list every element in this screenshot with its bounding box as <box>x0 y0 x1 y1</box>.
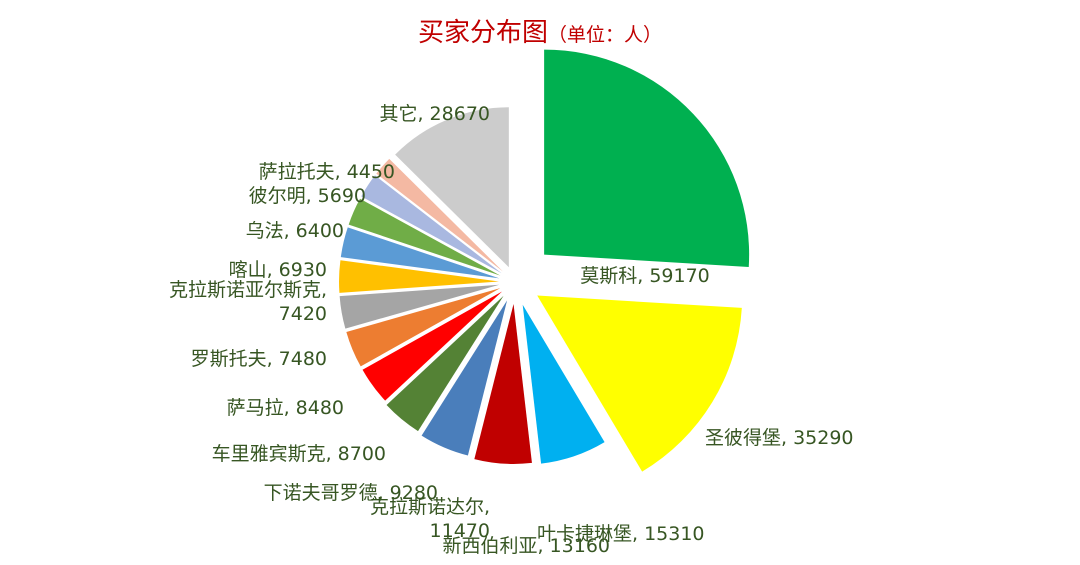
slice-喀山-wedge <box>340 227 500 279</box>
slice-其它-label: 其它, 28670 <box>379 103 490 125</box>
slice-克拉斯诺达尔-label: 克拉斯诺达尔, 11470 <box>370 496 490 542</box>
chart-title-block: 买家分布图（单位：人） <box>0 12 1080 49</box>
slice-圣彼得堡-label: 圣彼得堡, 35290 <box>705 427 854 449</box>
slice-下诺夫哥罗德-label: 下诺夫哥罗德, 9280 <box>264 482 438 504</box>
slice-莫斯科-wedge <box>544 49 750 267</box>
slice-其它-wedge <box>395 107 509 268</box>
slice-下诺夫哥罗德-wedge <box>386 295 504 432</box>
slice-车里雅宾斯克-wedge <box>362 291 503 401</box>
slice-喀山-label: 喀山, 6930 <box>229 259 327 281</box>
slice-罗斯托夫-label: 罗斯托夫, 7480 <box>191 348 327 370</box>
slice-克拉斯诺达尔-wedge <box>421 300 508 456</box>
slice-车里雅宾斯克-label: 车里雅宾斯克, 8700 <box>212 443 386 465</box>
slice-叶卡捷琳堡-wedge <box>522 304 605 464</box>
slice-叶卡捷琳堡-label: 叶卡捷琳堡, 15310 <box>537 523 705 545</box>
slice-乌法-label: 乌法, 6400 <box>246 220 344 242</box>
slice-克拉斯诺亚尔斯克-label-value: 7420 <box>279 303 327 325</box>
slice-萨拉托夫-wedge <box>376 158 503 272</box>
slice-乌法-wedge <box>348 198 501 276</box>
chart-subtitle: （单位：人） <box>548 24 663 46</box>
slice-圣彼得堡-wedge <box>537 295 742 472</box>
slice-莫斯科-label: 莫斯科, 59170 <box>580 265 710 287</box>
slice-彼尔明-label: 彼尔明, 5690 <box>249 185 366 207</box>
slice-克拉斯诺亚尔斯克-label-name: 克拉斯诺亚尔斯克, <box>169 279 327 301</box>
slice-克拉斯诺亚尔斯克-wedge <box>339 260 500 293</box>
slice-克拉斯诺达尔-label-name: 克拉斯诺达尔, <box>370 496 490 518</box>
slice-克拉斯诺达尔-label-value: 11470 <box>430 520 490 542</box>
slice-彼尔明-wedge <box>361 175 502 274</box>
slice-罗斯托夫-wedge <box>339 284 500 329</box>
slice-克拉斯诺亚尔斯克-label: 克拉斯诺亚尔斯克, 7420 <box>169 279 327 325</box>
slice-萨马拉-label: 萨马拉, 8480 <box>227 397 344 419</box>
slice-新西伯利亚-wedge <box>474 303 532 464</box>
slice-萨拉托夫-label: 萨拉托夫, 4450 <box>259 161 395 183</box>
chart-title: 买家分布图 <box>417 18 548 48</box>
slice-新西伯利亚-label: 新西伯利亚, 13160 <box>442 535 610 557</box>
slice-萨马拉-wedge <box>346 288 501 367</box>
